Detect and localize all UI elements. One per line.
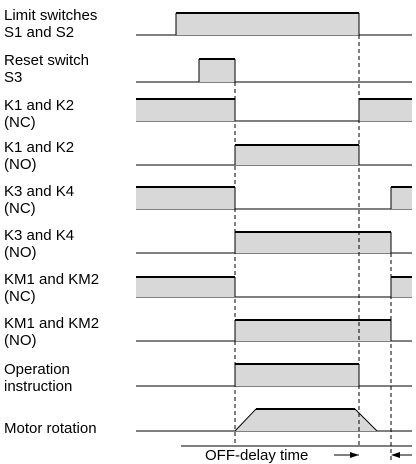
label-operation-instruction-line2: instruction	[4, 378, 72, 395]
label-k3-k4-nc: K3 and K4 (NC)	[4, 183, 78, 217]
label-km1-km2-no-line1: KM1 and KM2	[4, 315, 99, 332]
label-reset-switch-line1: Reset switch	[4, 52, 89, 69]
pulse-km1-km2-nc-a	[136, 276, 236, 297]
pulse-km1-km2-nc-b	[390, 276, 412, 297]
off-delay-arrow-left	[350, 452, 359, 458]
label-k1-k2-no-line2: (NO)	[4, 156, 37, 173]
label-motor-rotation-line1: Motor rotation	[4, 420, 97, 437]
pulse-k3-k4-nc-b	[390, 186, 412, 209]
label-km1-km2-nc-line1: KM1 and KM2	[4, 271, 99, 288]
label-limit-switches-line1: Limit switches	[4, 7, 97, 24]
label-k1-k2-nc: K1 and K2 (NC)	[4, 97, 78, 131]
label-reset-switch-line2: S3	[4, 69, 22, 86]
label-k3-k4-no: K3 and K4 (NO)	[4, 227, 78, 261]
label-motor-rotation: Motor rotation	[4, 420, 97, 437]
label-k1-k2-no: K1 and K2 (NO)	[4, 139, 78, 173]
pulse-k1-k2-no	[234, 144, 360, 165]
label-operation-instruction-line1: Operation	[4, 361, 70, 378]
label-km1-km2-no-line2: (NO)	[4, 332, 37, 349]
label-km1-km2-nc: KM1 and KM2 (NC)	[4, 271, 103, 305]
pulse-operation-instruction	[234, 363, 360, 386]
label-k3-k4-nc-line2: (NC)	[4, 200, 36, 217]
label-k3-k4-no-line2: (NO)	[4, 244, 37, 261]
pulse-k1-k2-nc-b	[358, 98, 412, 121]
label-k3-k4-nc-line1: K3 and K4	[4, 183, 74, 200]
off-delay-dimension: OFF-delay time	[181, 445, 412, 464]
off-delay-label: OFF-delay time	[205, 447, 308, 464]
pulse-reset-switch	[198, 58, 236, 82]
label-km1-km2-nc-line2: (NC)	[4, 288, 36, 305]
label-limit-switches: Limit switches S1 and S2	[4, 7, 102, 41]
signal-labels: Limit switches S1 and S2 Reset switch S3…	[4, 7, 103, 437]
pulse-k3-k4-nc-a	[136, 186, 236, 209]
label-k1-k2-nc-line1: K1 and K2	[4, 97, 74, 114]
off-delay-arrow-right	[391, 452, 400, 458]
pulse-km1-km2-no	[234, 319, 392, 341]
label-k1-k2-nc-line2: (NC)	[4, 114, 36, 131]
pulse-motor-rotation	[234, 408, 378, 432]
label-k1-k2-no-line1: K1 and K2	[4, 139, 74, 156]
label-k3-k4-no-line1: K3 and K4	[4, 227, 74, 244]
pulse-k1-k2-nc-a	[136, 98, 236, 121]
label-limit-switches-line2: S1 and S2	[4, 24, 74, 41]
label-reset-switch: Reset switch S3	[4, 52, 93, 86]
signal-pulses	[136, 12, 412, 432]
label-operation-instruction: Operation instruction	[4, 361, 74, 395]
pulse-k3-k4-no	[234, 231, 392, 253]
timing-guides	[234, 35, 392, 460]
pulse-limit-switches	[175, 12, 360, 35]
label-km1-km2-no: KM1 and KM2 (NO)	[4, 315, 103, 349]
